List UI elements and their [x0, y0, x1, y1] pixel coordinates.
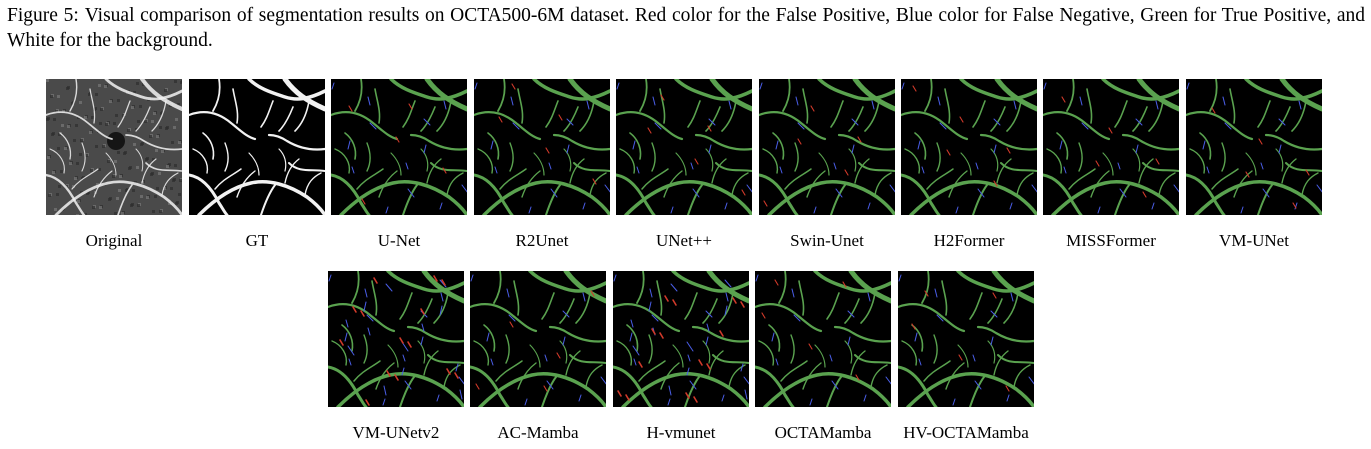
- panel-label-original: Original: [85, 231, 143, 250]
- panel-image-ac-mamba: [470, 271, 606, 407]
- panel-label-u-net: U-Net: [377, 231, 421, 250]
- panel-label-h2former: H2Former: [933, 231, 1005, 250]
- panel-image-vm-unetv2: [328, 271, 464, 407]
- caption-text: Visual comparison of segmentation result…: [7, 5, 1365, 51]
- panel-label-swin-unet: Swin-Unet: [790, 231, 864, 250]
- panel-label-h-vmunet: H-vmunet: [646, 423, 716, 442]
- panel-image-octamamba: [755, 271, 891, 407]
- panel-label-vm-unet: VM-UNet: [1219, 231, 1289, 250]
- panel-image-hv-octamamba: [898, 271, 1034, 407]
- panel-image-h2former: [901, 79, 1037, 215]
- panel-label-hv-octamamba: HV-OCTAMamba: [903, 423, 1029, 442]
- panel-label-octamamba: OCTAMamba: [774, 423, 872, 442]
- panel-label-missformer: MISSFormer: [1066, 231, 1156, 250]
- panel-label-r2unet: R2Unet: [515, 231, 569, 250]
- figure-number: Figure 5:: [7, 5, 79, 26]
- panel-image-gt: [189, 79, 325, 215]
- panel-image-swin-unet: [759, 79, 895, 215]
- panel-image-original: [46, 79, 182, 215]
- panel-image-missformer: [1043, 79, 1179, 215]
- panel-image-r2unet: [474, 79, 610, 215]
- panel-image-vm-unet: [1186, 79, 1322, 215]
- panel-image-h-vmunet: [613, 271, 749, 407]
- panel-image-unetpp: [616, 79, 752, 215]
- panel-label-unetpp: UNet++: [656, 231, 712, 250]
- panel-label-gt: GT: [245, 231, 269, 250]
- panel-label-ac-mamba: AC-Mamba: [497, 423, 579, 442]
- panel-label-vm-unetv2: VM-UNetv2: [352, 423, 440, 442]
- panel-image-u-net: [331, 79, 467, 215]
- figure-caption: Figure 5: Visual comparison of segmentati…: [7, 3, 1365, 53]
